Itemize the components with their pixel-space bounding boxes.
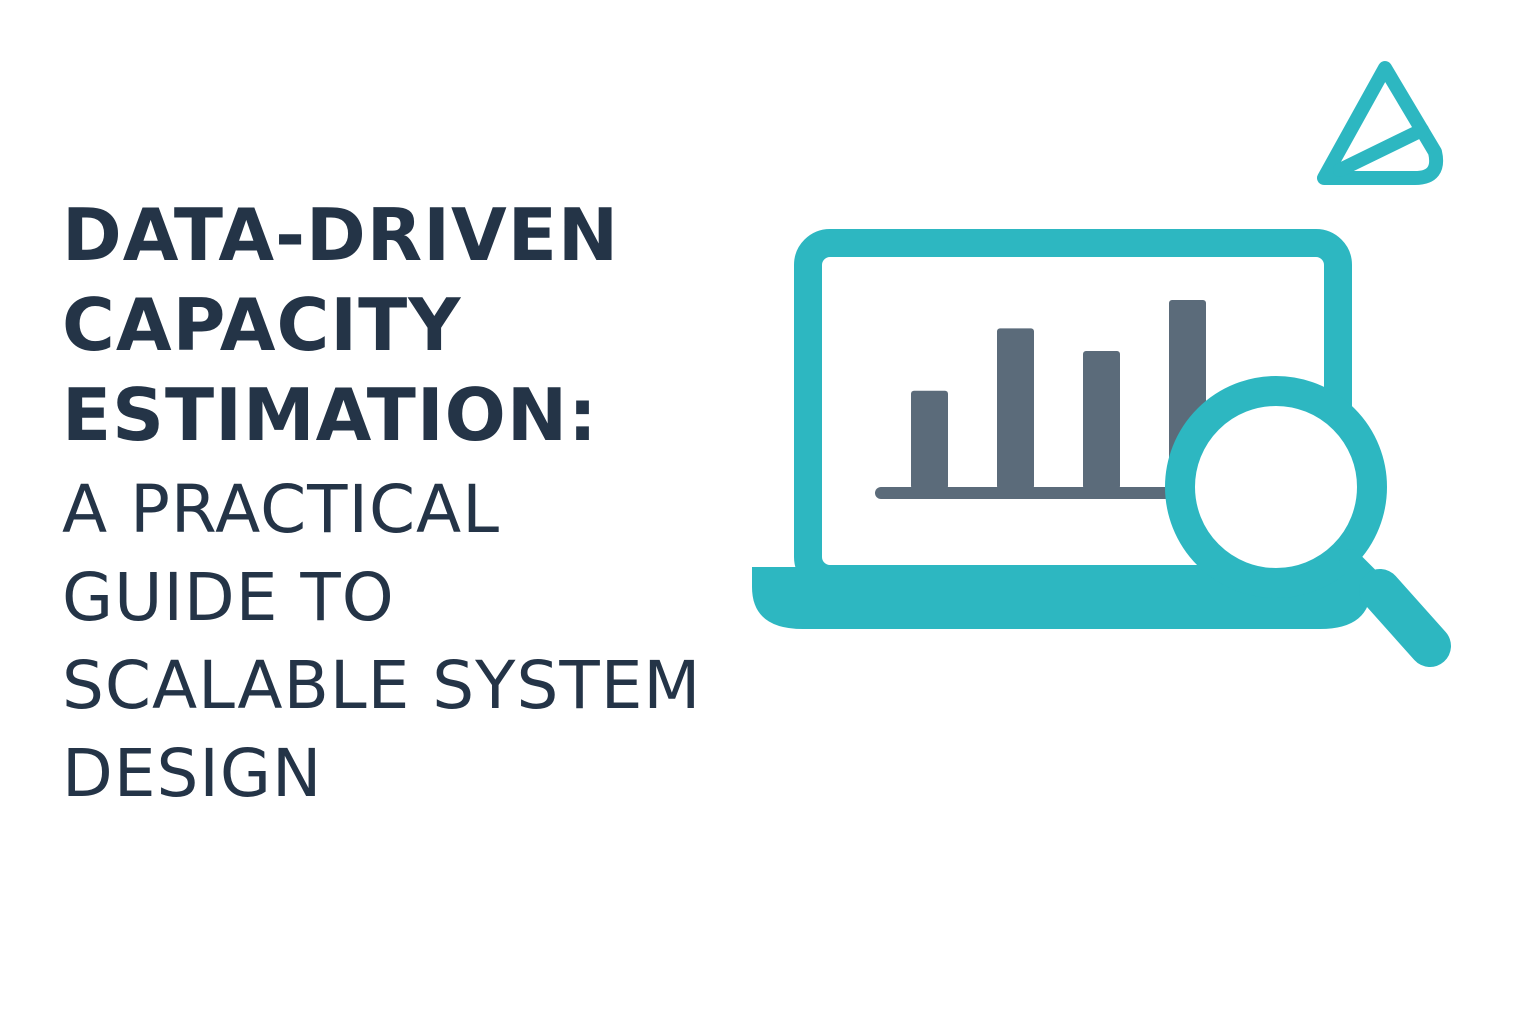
magnifier-lens xyxy=(1166,377,1386,597)
subtitle-line-4: DESIGN xyxy=(62,735,323,812)
subtitle-line-2: GUIDE TO xyxy=(62,559,395,636)
illustration xyxy=(752,61,1451,667)
bar-chart-icon xyxy=(875,300,1206,499)
chart-bars xyxy=(911,300,1206,489)
laptop-base xyxy=(752,567,1371,629)
title-block: DATA-DRIVEN CAPACITY ESTIMATION: A PRACT… xyxy=(62,190,782,818)
subtitle: A PRACTICAL GUIDE TO SCALABLE SYSTEM DES… xyxy=(62,466,782,818)
title-line-2: CAPACITY xyxy=(62,283,462,367)
title-line-1: DATA-DRIVEN xyxy=(62,193,620,277)
chart-bar xyxy=(1083,351,1120,489)
magnifier-handle xyxy=(1359,569,1451,667)
chart-bar xyxy=(997,328,1034,489)
pencil-tip-icon xyxy=(1317,61,1443,185)
subtitle-line-1: A PRACTICAL xyxy=(62,471,500,548)
title-line-3: ESTIMATION: xyxy=(62,373,598,457)
chart-baseline xyxy=(875,487,1177,499)
magnifying-glass-icon xyxy=(1165,376,1451,667)
chart-bar xyxy=(911,390,948,489)
magnifier-ring xyxy=(1165,376,1387,598)
subtitle-line-3: SCALABLE SYSTEM xyxy=(62,647,702,724)
main-title: DATA-DRIVEN CAPACITY ESTIMATION: xyxy=(62,190,782,460)
